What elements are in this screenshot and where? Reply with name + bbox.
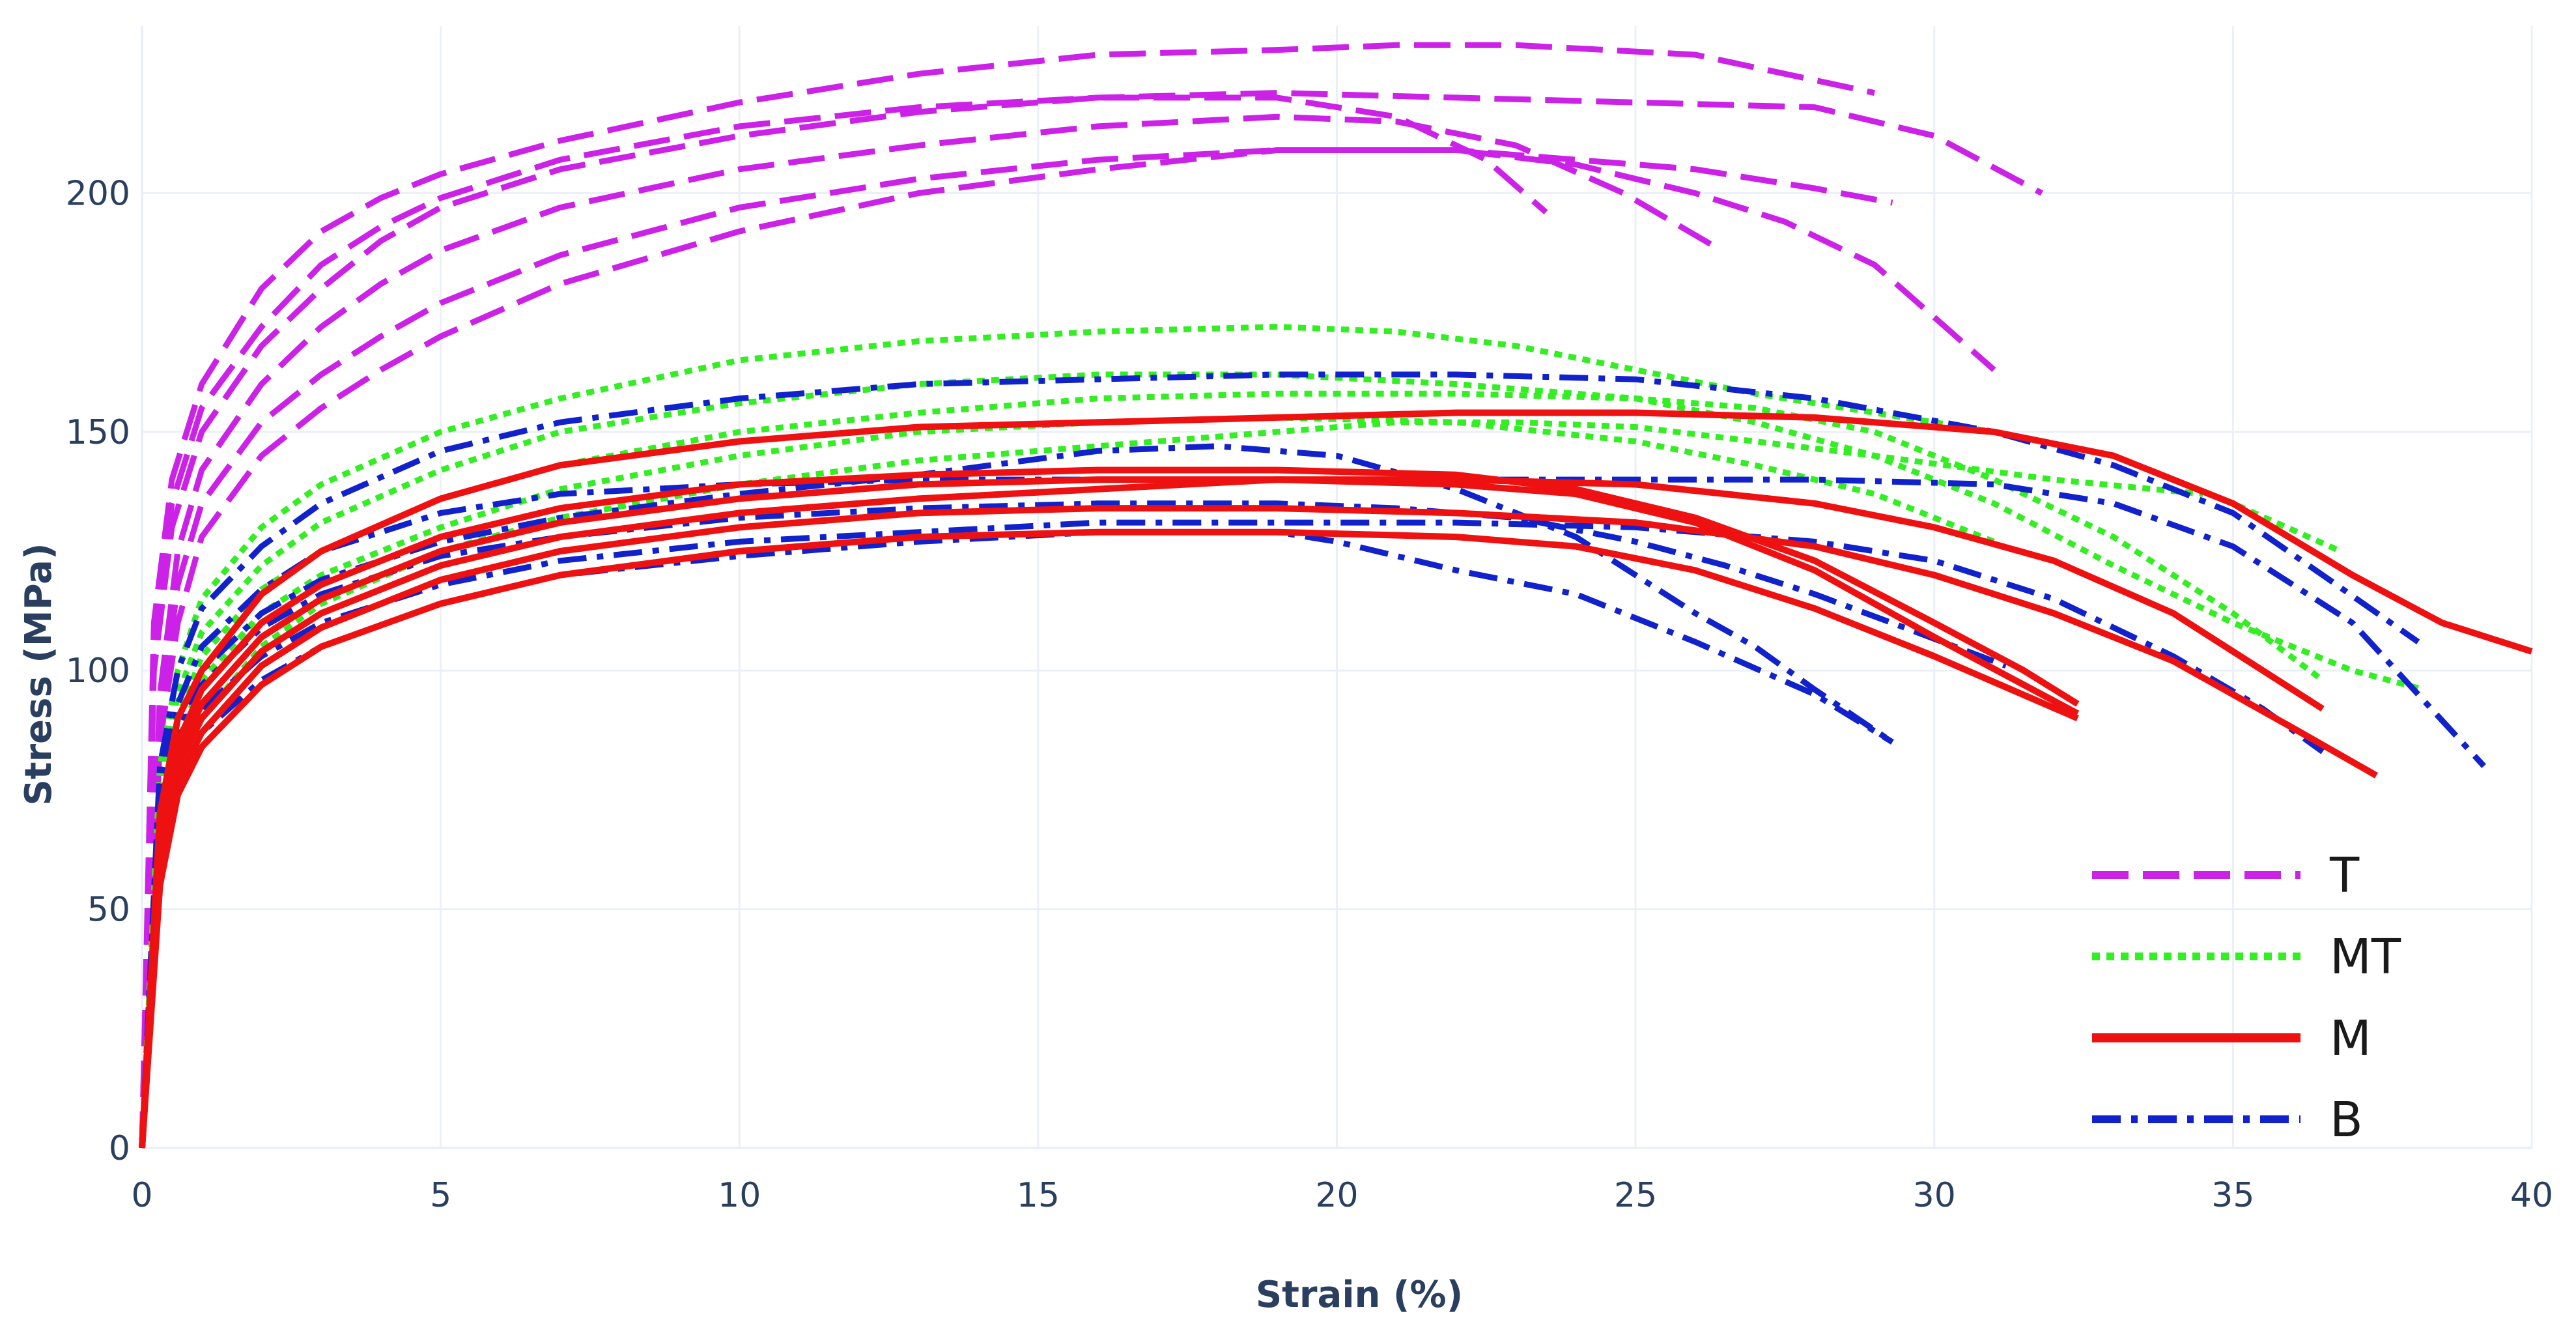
legend-label-b: B [2330, 1092, 2363, 1148]
x-tick-label: 30 [1913, 1176, 1956, 1215]
x-tick-label: 15 [1017, 1176, 1060, 1215]
legend: T MT MB [2092, 848, 2401, 1148]
series-line-b-20 [139, 500, 2007, 1149]
series-line-m-15 [139, 505, 2378, 1149]
y-tick-label: 100 [66, 652, 130, 691]
series-line-b-18 [139, 476, 2486, 1149]
series-layer [139, 42, 2533, 1149]
series-line-m-16 [139, 528, 2079, 1149]
series-line-t-0 [139, 42, 1875, 1149]
legend-label-mt: MT [2330, 929, 2401, 985]
y-tick-label: 50 [87, 891, 130, 930]
series-line-b-17 [139, 371, 2420, 1149]
series-line-mt-7 [139, 371, 2426, 1149]
tick-layer: 0 5 10 15 20 25 30 35 40 0 50 100 150 200 [66, 174, 2553, 1215]
y-tick-label: 150 [66, 413, 130, 452]
x-tick-label: 40 [2510, 1176, 2553, 1215]
x-axis-title: Strain (%) [1256, 1274, 1463, 1316]
legend-label-m: M [2330, 1010, 2371, 1067]
x-tick-label: 25 [1614, 1176, 1657, 1215]
grid-layer [141, 26, 2533, 1149]
series-line-m-14 [139, 476, 2325, 1149]
x-tick-label: 0 [131, 1176, 152, 1215]
x-tick-label: 5 [430, 1176, 451, 1215]
series-line-m-12 [139, 466, 2080, 1149]
x-tick-label: 10 [718, 1176, 761, 1215]
series-line-t-4 [139, 147, 1893, 1149]
series-line-t-2 [139, 94, 1548, 1149]
series-line-m-11 [139, 409, 2533, 1149]
series-line-t-1 [139, 90, 2044, 1149]
series-line-t-3 [139, 113, 1715, 1149]
series-line-t-5 [139, 147, 1996, 1149]
y-tick-label: 0 [109, 1129, 130, 1168]
series-line-m-13 [139, 476, 2080, 1149]
series-line-b-21 [139, 519, 2325, 1149]
series-line-b-22 [139, 529, 1894, 1149]
x-tick-label: 20 [1315, 1176, 1358, 1215]
y-axis-title: Stress (MPa) [18, 543, 60, 805]
x-tick-label: 35 [2211, 1176, 2254, 1215]
legend-label-t: T [2329, 848, 2360, 904]
y-tick-label: 200 [66, 174, 130, 213]
